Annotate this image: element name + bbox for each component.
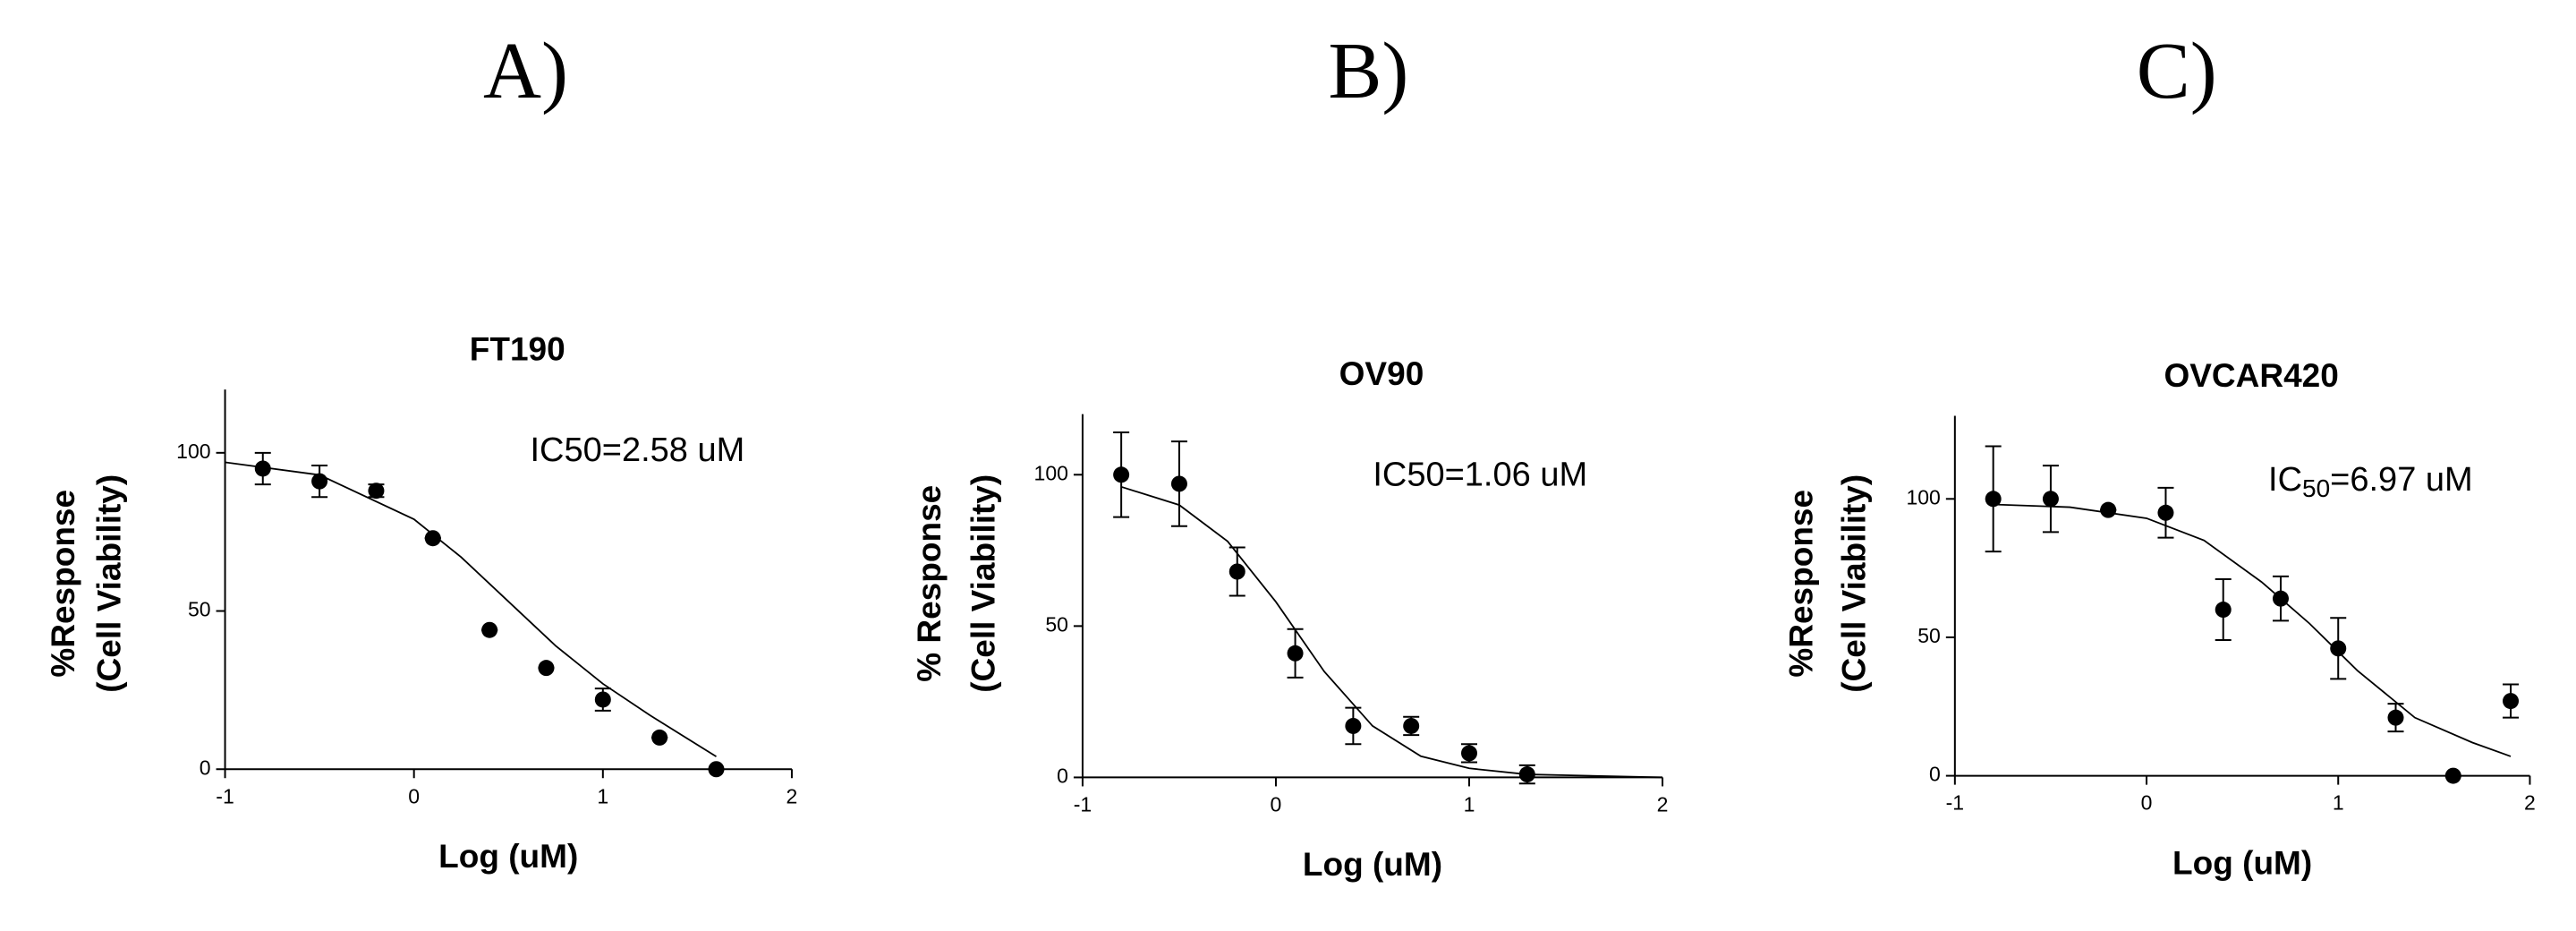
x-axis-label: Log (uM): [1303, 846, 1442, 883]
y-tick-label: 50: [1045, 612, 1068, 636]
fit-curve: [225, 461, 717, 757]
y-tick-label: 0: [1057, 764, 1068, 788]
y-tick-label: 50: [1917, 624, 1941, 647]
data-point: [2100, 501, 2117, 518]
x-tick-label: 1: [597, 784, 608, 807]
data-point: [2330, 640, 2347, 657]
x-tick-label: 0: [2141, 791, 2153, 815]
y-tick-label: 100: [1906, 485, 1940, 508]
y-tick-label: 50: [188, 598, 211, 621]
annotation: IC50=6.97 uM: [2268, 461, 2473, 502]
data-point: [1985, 491, 2002, 508]
data-point: [1170, 475, 1187, 492]
data-point: [1113, 466, 1130, 483]
chart-panel: B) OV90 0 50 100 -1 0 1 2 Log (uM) % Response (Cell…: [911, 27, 1669, 883]
x-tick-label: -1: [1946, 791, 1964, 815]
data-point: [1460, 745, 1477, 762]
x-axis-label: Log (uM): [2172, 844, 2312, 881]
y-tick-label: 100: [176, 440, 210, 463]
annotation-text: IC: [2268, 461, 2302, 499]
annotation: IC50=1.06 uM: [1373, 456, 1587, 493]
chart-title: OV90: [1339, 355, 1424, 392]
x-tick-label: 2: [786, 784, 798, 807]
panel-label: C): [2137, 27, 2217, 115]
data-point: [2387, 709, 2404, 726]
x-tick-label: 2: [2524, 791, 2536, 815]
data-point: [2444, 767, 2461, 784]
x-tick-label: -1: [1074, 793, 1092, 816]
fit-curve: [1993, 503, 2512, 757]
data-point: [1518, 766, 1535, 783]
panel-label: A): [483, 27, 568, 115]
data-point: [2503, 693, 2520, 710]
annotation-text: =6.97 uM: [2330, 461, 2473, 499]
chart-title: FT190: [470, 331, 565, 368]
panel-label: B): [1328, 27, 1408, 115]
fit-curve: [1120, 485, 1663, 779]
x-axis-label: Log (uM): [438, 838, 578, 875]
data-point: [594, 691, 611, 708]
x-tick-label: 0: [1271, 793, 1282, 816]
y-axis-label: (Cell Viability): [91, 474, 128, 693]
data-point: [538, 660, 555, 677]
x-tick-label: -1: [216, 784, 234, 807]
x-tick-label: 0: [408, 784, 420, 807]
chart-title: OVCAR420: [2164, 357, 2338, 394]
data-point: [311, 473, 328, 490]
y-tick-label: 100: [1034, 461, 1068, 484]
data-point: [651, 729, 668, 746]
data-point: [2042, 491, 2059, 508]
data-point: [1228, 563, 1245, 580]
y-axis-label: (Cell Viability): [1835, 474, 1872, 693]
x-tick-label: 1: [2333, 791, 2344, 815]
data-point: [2215, 602, 2232, 619]
data-point: [1287, 645, 1304, 662]
data-point: [2272, 590, 2289, 607]
x-tick-label: 1: [1464, 793, 1475, 816]
y-axis-label: %Response: [1783, 490, 1820, 678]
data-point: [368, 483, 385, 500]
y-tick-label: 0: [200, 756, 211, 779]
y-axis-label: % Response: [911, 485, 948, 682]
data-point: [254, 460, 271, 477]
y-axis-label: %Response: [45, 490, 81, 678]
data-point: [481, 621, 498, 638]
y-tick-label: 0: [1929, 763, 1941, 786]
data-point: [2157, 504, 2174, 521]
annotation-subscript: 50: [2302, 474, 2330, 502]
annotation: IC50=2.58 uM: [530, 431, 744, 469]
x-tick-label: 2: [1657, 793, 1669, 816]
data-point: [1345, 717, 1362, 734]
y-axis-label: (Cell Viability): [965, 474, 1001, 693]
data-point: [1403, 717, 1420, 734]
data-point: [708, 761, 725, 778]
data-point: [424, 530, 441, 547]
